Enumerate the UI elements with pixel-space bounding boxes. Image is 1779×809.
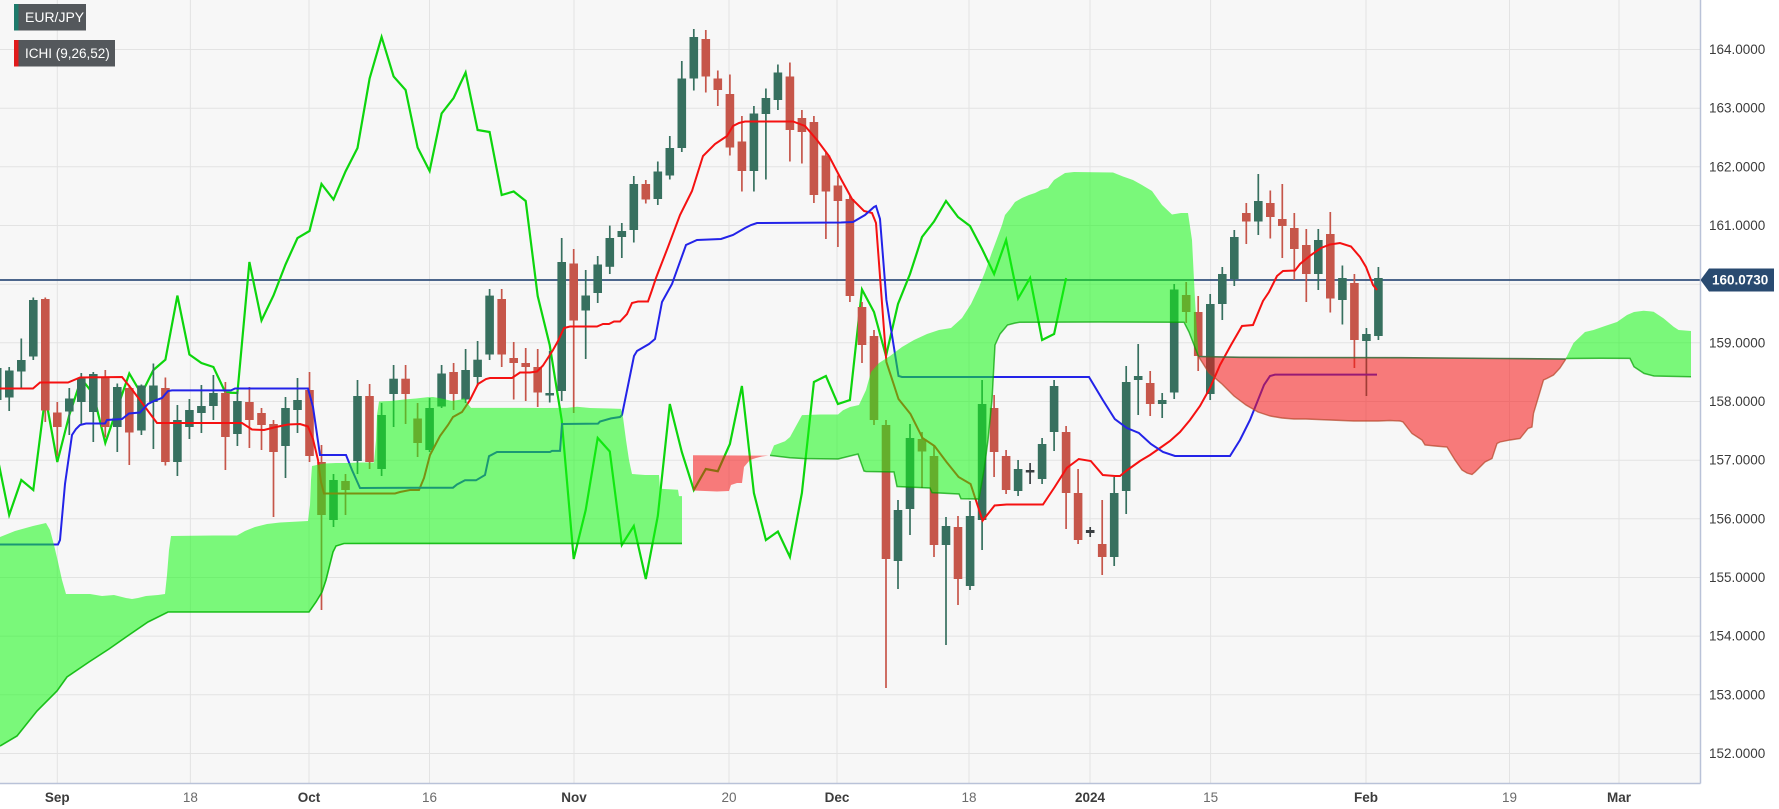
svg-text:Dec: Dec [825, 790, 850, 805]
svg-text:Sep: Sep [45, 790, 70, 805]
svg-text:159.0000: 159.0000 [1709, 335, 1765, 350]
svg-text:EUR/JPY: EUR/JPY [25, 9, 85, 25]
svg-text:20: 20 [721, 790, 736, 805]
svg-text:Oct: Oct [298, 790, 321, 805]
svg-text:158.0000: 158.0000 [1709, 394, 1765, 409]
svg-text:164.0000: 164.0000 [1709, 42, 1765, 57]
svg-text:157.0000: 157.0000 [1709, 453, 1765, 468]
svg-text:18: 18 [183, 790, 198, 805]
svg-text:19: 19 [1502, 790, 1517, 805]
svg-text:Mar: Mar [1607, 790, 1632, 805]
svg-text:161.0000: 161.0000 [1709, 218, 1765, 233]
svg-text:2024: 2024 [1075, 790, 1106, 805]
svg-text:Nov: Nov [561, 790, 587, 805]
svg-text:162.0000: 162.0000 [1709, 159, 1765, 174]
svg-text:163.0000: 163.0000 [1709, 101, 1765, 116]
svg-text:153.0000: 153.0000 [1709, 687, 1765, 702]
svg-text:152.0000: 152.0000 [1709, 746, 1765, 761]
svg-text:160.0730: 160.0730 [1712, 273, 1768, 288]
svg-text:Feb: Feb [1354, 790, 1378, 805]
svg-text:154.0000: 154.0000 [1709, 629, 1765, 644]
svg-text:156.0000: 156.0000 [1709, 511, 1765, 526]
svg-text:16: 16 [422, 790, 437, 805]
svg-text:155.0000: 155.0000 [1709, 570, 1765, 585]
svg-text:18: 18 [961, 790, 976, 805]
svg-text:ICHI (9,26,52): ICHI (9,26,52) [25, 46, 110, 61]
svg-text:15: 15 [1203, 790, 1218, 805]
